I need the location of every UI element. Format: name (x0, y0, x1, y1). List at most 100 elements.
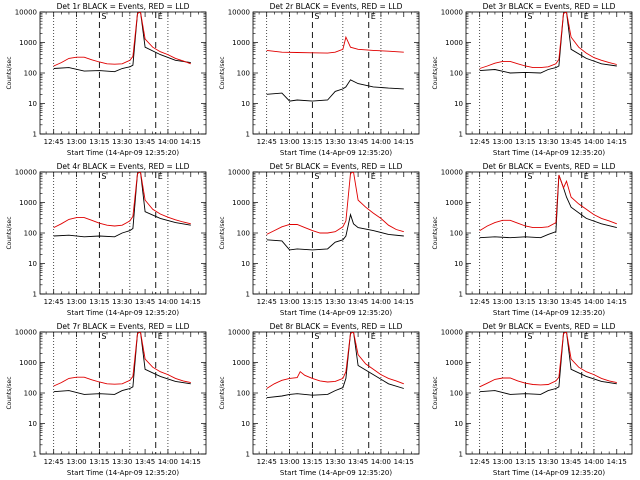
marker-label: E (371, 172, 376, 181)
lld-series (479, 12, 617, 69)
y-axis-label: Counts/sec (432, 216, 439, 249)
panel-title: Det 2r BLACK = Events, RED = LLD (270, 2, 403, 11)
x-tick-label: 13:30 (112, 298, 132, 306)
y-tick-label: 100 (237, 70, 250, 78)
x-axis-label: Start Time (14-Apr-09 12:35:20) (280, 149, 392, 157)
x-tick-label: 13:15 (302, 298, 322, 306)
lld-series (479, 332, 617, 388)
y-tick-label: 10000 (228, 169, 250, 177)
y-tick-label: 1 (459, 291, 463, 299)
lld-series (266, 172, 404, 235)
lld-series (53, 332, 191, 387)
marker-label: E (158, 12, 163, 21)
panel-title: Det 1r BLACK = Events, RED = LLD (57, 2, 190, 11)
events-series (266, 332, 404, 399)
events-series (479, 332, 617, 395)
x-tick-label: 14:00 (371, 458, 391, 466)
marker-label: E (584, 332, 589, 341)
marker-label: E (584, 12, 589, 21)
x-tick-label: 14:00 (584, 138, 604, 146)
x-tick-label: 13:00 (279, 138, 299, 146)
x-tick-label: 13:45 (348, 298, 368, 306)
detector-panel-4: Det 4r BLACK = Events, RED = LLD Counts/s… (6, 162, 207, 317)
y-tick-label: 100 (237, 390, 250, 398)
x-axis-label: Start Time (14-Apr-09 12:35:20) (67, 469, 179, 477)
marker-label: E (371, 332, 376, 341)
marker-label: S (101, 12, 106, 21)
y-tick-label: 100 (450, 70, 463, 78)
x-tick-label: 13:15 (89, 138, 109, 146)
x-tick-label: 13:15 (89, 298, 109, 306)
x-tick-label: 14:15 (181, 458, 201, 466)
y-tick-label: 10 (241, 260, 250, 268)
x-tick-label: 14:15 (394, 138, 414, 146)
x-tick-label: 12:45 (470, 458, 490, 466)
x-tick-label: 13:45 (561, 138, 581, 146)
detector-panel-9: Det 9r BLACK = Events, RED = LLD Counts/s… (432, 322, 633, 477)
x-tick-label: 13:30 (325, 458, 345, 466)
panel-title: Det 3r BLACK = Events, RED = LLD (483, 2, 616, 11)
x-tick-label: 13:45 (348, 458, 368, 466)
x-tick-label: 14:00 (371, 138, 391, 146)
x-tick-label: 13:30 (112, 138, 132, 146)
x-tick-label: 14:15 (181, 298, 201, 306)
y-tick-label: 1000 (445, 39, 463, 47)
x-tick-label: 13:15 (515, 298, 535, 306)
y-tick-label: 10 (454, 100, 463, 108)
events-series (53, 12, 191, 73)
x-tick-label: 13:45 (135, 138, 155, 146)
y-tick-label: 1000 (19, 39, 37, 47)
y-tick-label: 10000 (441, 329, 463, 337)
y-tick-label: 10 (28, 100, 37, 108)
y-tick-label: 1 (33, 131, 37, 139)
x-tick-label: 13:15 (302, 458, 322, 466)
x-tick-label: 12:45 (44, 298, 64, 306)
x-tick-label: 13:15 (89, 458, 109, 466)
y-tick-label: 1 (459, 451, 463, 459)
y-tick-label: 1000 (232, 359, 250, 367)
y-tick-label: 10 (28, 420, 37, 428)
y-tick-label: 100 (450, 390, 463, 398)
y-axis-label: Counts/sec (6, 216, 13, 249)
detector-panel-7: Det 7r BLACK = Events, RED = LLD Counts/s… (6, 322, 207, 477)
y-axis-label: Counts/sec (432, 56, 439, 89)
y-tick-label: 1000 (19, 359, 37, 367)
x-tick-label: 14:15 (181, 138, 201, 146)
x-tick-label: 14:15 (607, 298, 627, 306)
x-tick-label: 14:00 (158, 138, 178, 146)
y-axis-label: Counts/sec (219, 216, 226, 249)
events-series (479, 12, 617, 74)
x-tick-label: 13:45 (561, 458, 581, 466)
marker-label: E (158, 172, 163, 181)
lld-series (266, 35, 404, 54)
y-axis-label: Counts/sec (219, 376, 226, 409)
x-tick-label: 13:00 (279, 298, 299, 306)
marker-label: S (101, 172, 106, 181)
x-tick-label: 12:45 (257, 458, 277, 466)
y-axis-label: Counts/sec (6, 56, 13, 89)
y-tick-label: 100 (237, 230, 250, 238)
y-tick-label: 1 (33, 291, 37, 299)
marker-label: S (314, 332, 319, 341)
y-tick-label: 100 (24, 390, 37, 398)
y-tick-label: 1 (246, 131, 250, 139)
y-tick-label: 10000 (15, 9, 37, 17)
x-tick-label: 13:30 (538, 458, 558, 466)
y-tick-label: 1000 (445, 199, 463, 207)
x-tick-label: 14:15 (394, 298, 414, 306)
plot-frame (465, 331, 633, 455)
x-tick-label: 13:00 (492, 298, 512, 306)
x-axis-label: Start Time (14-Apr-09 12:35:20) (493, 309, 605, 317)
y-tick-label: 10 (28, 260, 37, 268)
x-tick-label: 14:00 (584, 298, 604, 306)
x-axis-label: Start Time (14-Apr-09 12:35:20) (280, 469, 392, 477)
detector-panel-5: Det 5r BLACK = Events, RED = LLD Counts/s… (219, 162, 420, 317)
x-tick-label: 13:45 (135, 458, 155, 466)
lld-series (479, 174, 617, 231)
x-tick-label: 12:45 (257, 298, 277, 306)
y-tick-label: 10 (241, 100, 250, 108)
panel-title: Det 5r BLACK = Events, RED = LLD (270, 162, 403, 171)
marker-label: S (314, 172, 319, 181)
marker-label: E (584, 172, 589, 181)
panel-title: Det 4r BLACK = Events, RED = LLD (57, 162, 190, 171)
